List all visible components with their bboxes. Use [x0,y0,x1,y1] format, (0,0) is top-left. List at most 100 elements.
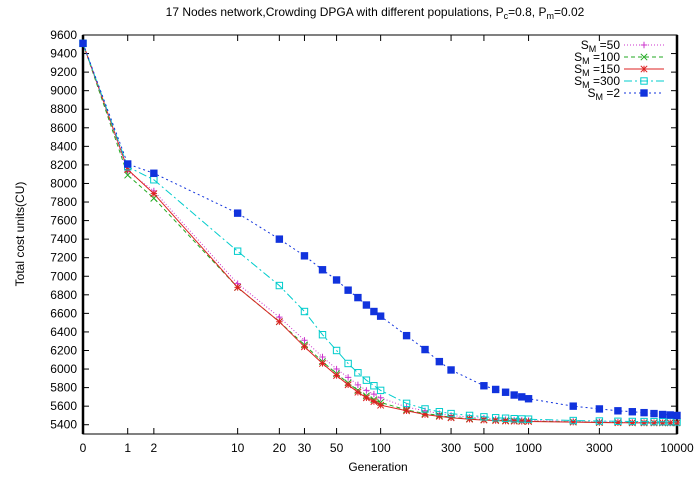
series-line [82,43,677,424]
data-point [595,405,604,413]
data-point [524,415,533,423]
y-axis-label: Total cost units(CU) [13,182,27,287]
legend-label: SM =50 [581,38,621,54]
y-tick-label: 8200 [50,158,77,172]
data-point [628,408,637,416]
data-point [354,293,362,302]
x-tick-label: 2 [151,441,158,455]
legend-label: SM =300 [574,74,620,90]
data-point [124,171,132,179]
legend-label: SM =2 [587,86,620,102]
series-4 [79,39,681,420]
y-tick-label: 9200 [50,65,77,79]
data-point [124,160,132,168]
y-tick-label: 5800 [50,381,77,395]
y-axis: 5400 5600 5800 6000 6200 6400 6600 6800 7000 7200… [50,28,677,432]
data-point [640,419,648,427]
data-point [491,414,500,422]
data-point [524,395,533,403]
data-point [275,318,283,326]
legend-marker [640,53,648,61]
data-point [640,408,648,417]
data-point [650,419,658,427]
legend-label: SM =150 [574,62,620,78]
data-point [435,357,444,366]
data-point [659,419,667,427]
data-point [318,359,327,368]
y-tick-label: 8600 [50,121,77,135]
chart-title-main: 17 Nodes network,Crowding DPGA with diff… [166,5,504,19]
data-point [658,410,667,419]
data-point [518,393,526,401]
data-point [435,408,444,416]
series-line [82,43,677,424]
x-tick-label: 500 [474,441,494,455]
data-point [447,366,455,374]
x-axis: 0 1 2 10 20 30 50 100 300 500 1000 3000 10000 [80,35,694,455]
data-point [377,394,384,402]
y-tick-label: 6200 [50,343,77,357]
data-point [421,345,429,354]
x-tick-label: 300 [441,441,461,455]
data-point [466,415,474,423]
y-tick-label: 7400 [50,232,77,246]
data-point [362,394,370,402]
data-point [480,413,488,421]
data-point [318,266,327,274]
y-tick-label: 9000 [50,84,77,98]
data-point [628,419,636,427]
x-tick-label: 10000 [660,441,694,455]
data-point [501,388,510,396]
data-point [628,417,637,426]
data-point [491,385,500,394]
data-point [300,307,309,316]
y-tick-label: 7200 [50,251,77,265]
data-point [501,414,510,422]
data-point [569,416,577,425]
data-point [614,407,622,415]
data-point [332,276,341,284]
data-point [332,346,341,355]
data-point [673,411,681,420]
data-point [362,301,371,309]
series-3 [79,39,681,426]
data-point [370,382,378,390]
y-tick-label: 8800 [50,102,77,116]
data-point [275,281,284,290]
data-point [403,407,411,415]
data-point [354,388,362,396]
data-point [518,417,526,425]
series-layer [79,39,681,427]
y-tick-label: 6000 [50,362,77,376]
chart-title-sub-c: c [504,11,509,21]
data-point [79,39,87,48]
data-point [333,365,340,373]
data-point [673,419,681,427]
data-point [402,331,411,340]
data-point [510,391,518,399]
data-point [344,381,352,389]
data-point [569,402,577,410]
data-point [333,371,341,380]
data-point [376,312,385,320]
x-axis-label: Generation [348,460,407,474]
x-tick-label: 1 [124,441,131,455]
y-tick-label: 7000 [50,269,77,283]
data-point [300,252,309,260]
data-point [354,381,362,389]
x-tick-label: 0 [80,441,87,455]
data-point [402,399,411,408]
data-point [233,209,242,217]
data-point [447,414,455,422]
data-point [614,417,622,425]
data-point [344,359,352,368]
y-tick-label: 8400 [50,139,77,153]
y-tick-label: 8000 [50,176,77,190]
y-tick-label: 5400 [50,418,77,432]
y-tick-label: 9400 [50,47,77,61]
y-tick-label: 7600 [50,214,77,228]
data-point [666,411,674,419]
data-point [362,376,371,384]
